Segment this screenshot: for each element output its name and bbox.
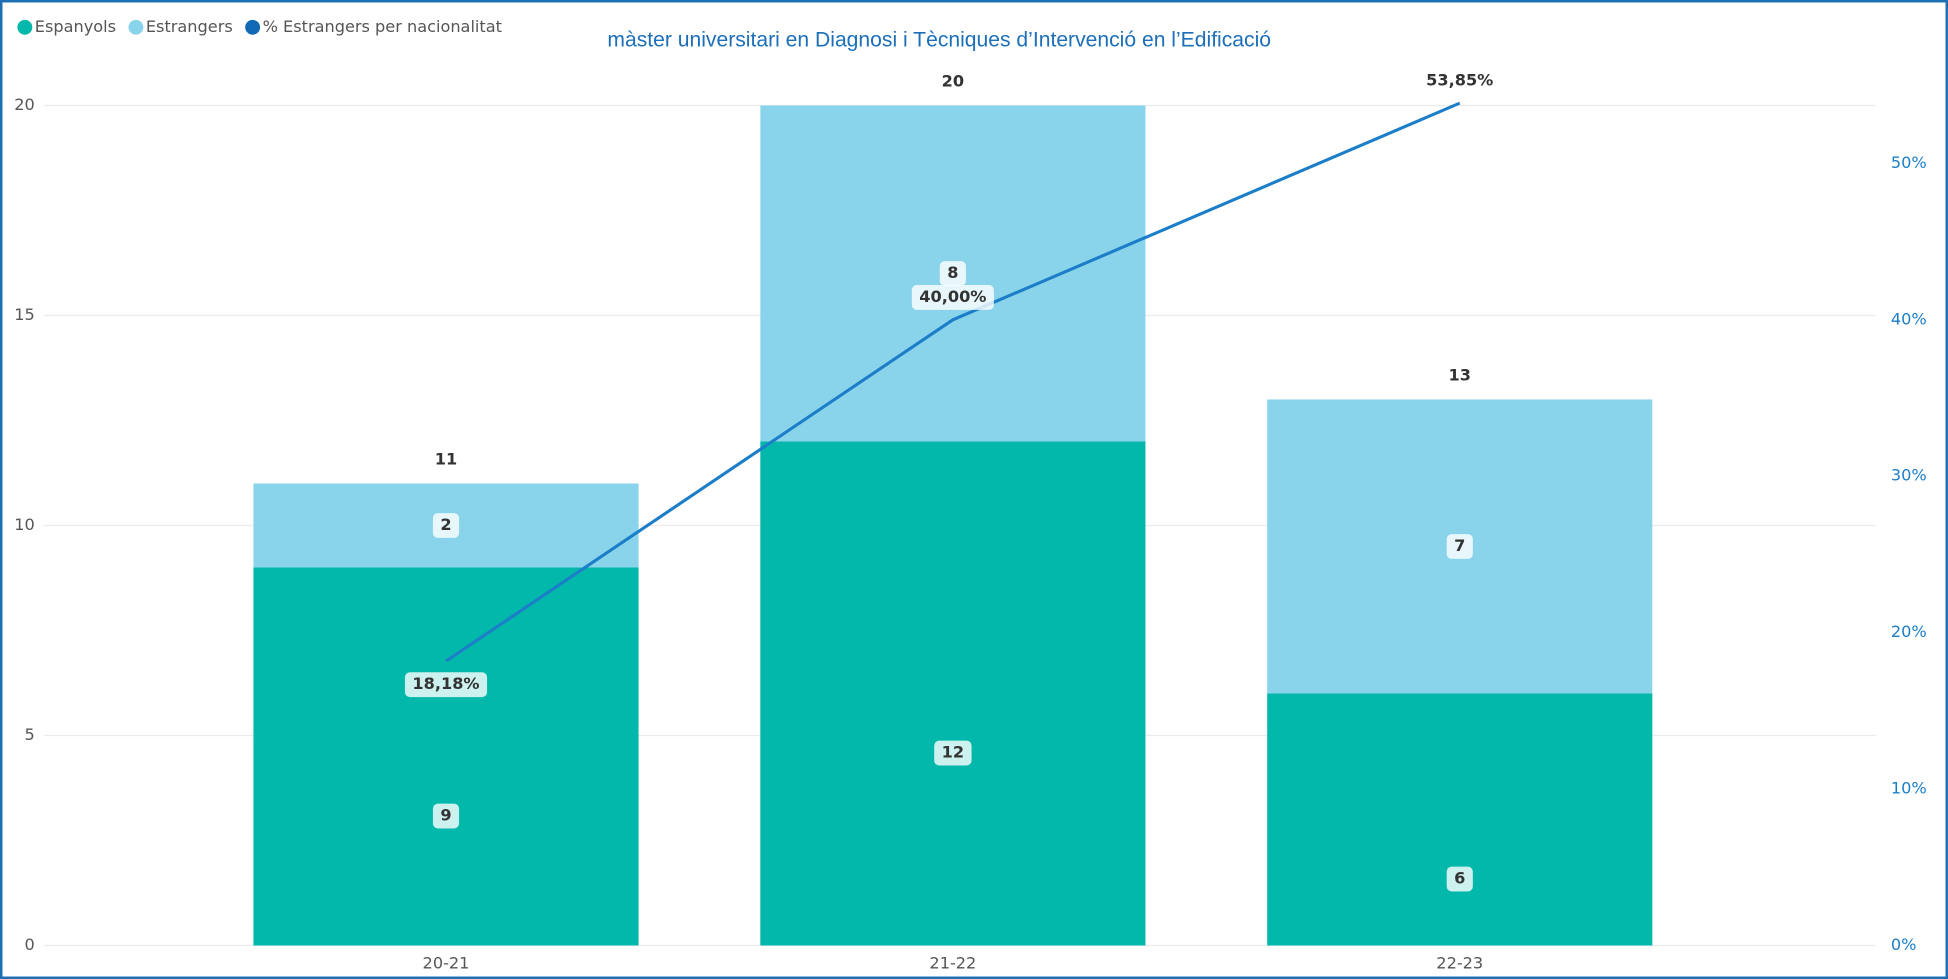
data-label: 9 [440,806,451,825]
line-label: 18,18% [412,674,479,693]
x-tick-label: 22-23 [1436,954,1483,973]
legend-marker [17,19,33,35]
line-label-box [1418,68,1501,94]
data-label-box [939,261,966,286]
y2-tick-label: 50% [1891,153,1927,172]
data-label: 7 [1454,536,1465,555]
data-label-box [934,740,972,766]
data-label-box [1446,534,1473,559]
legend-marker [245,19,261,35]
y2-tick-label: 30% [1891,466,1927,485]
data-label-box [432,803,460,829]
y2-tick-label: 40% [1891,309,1927,328]
legend-label: % Estrangers per nacionalitat [263,17,502,36]
y-tick-label: 5 [25,725,35,744]
data-label: 8 [947,263,958,282]
legend-label: Estrangers [146,17,233,36]
line-label-box [911,285,994,310]
line-label: 40,00% [919,287,986,306]
y2-tick-label: 20% [1891,622,1927,641]
bar-segment [760,441,1146,946]
y2-tick-label: 10% [1891,779,1927,798]
legend-label: Espanyols [35,17,116,36]
y-tick-label: 15 [14,305,35,324]
y-tick-label: 20 [14,95,35,114]
y-tick-label: 10 [14,515,35,534]
total-label: 11 [435,449,457,468]
data-label: 2 [440,515,451,534]
bar-segment [253,567,639,946]
x-tick-label: 21-22 [929,954,976,973]
data-label: 12 [942,743,964,762]
y-tick-label: 0 [25,935,35,954]
chart-title: màster universitari en Diagnosi i Tècniq… [607,29,1271,52]
bar-segment [1267,693,1653,946]
total-label: 13 [1449,365,1471,384]
data-label-box [1446,866,1473,892]
y2-tick-label: 0% [1891,935,1917,954]
legend-marker [128,19,144,35]
line-label: 53,85% [1426,70,1493,89]
data-label: 6 [1454,869,1465,888]
line [445,101,1461,663]
data-label-box [432,513,460,538]
line-label-box [404,672,488,698]
x-tick-label: 20-21 [423,954,470,973]
total-label: 20 [942,71,964,90]
